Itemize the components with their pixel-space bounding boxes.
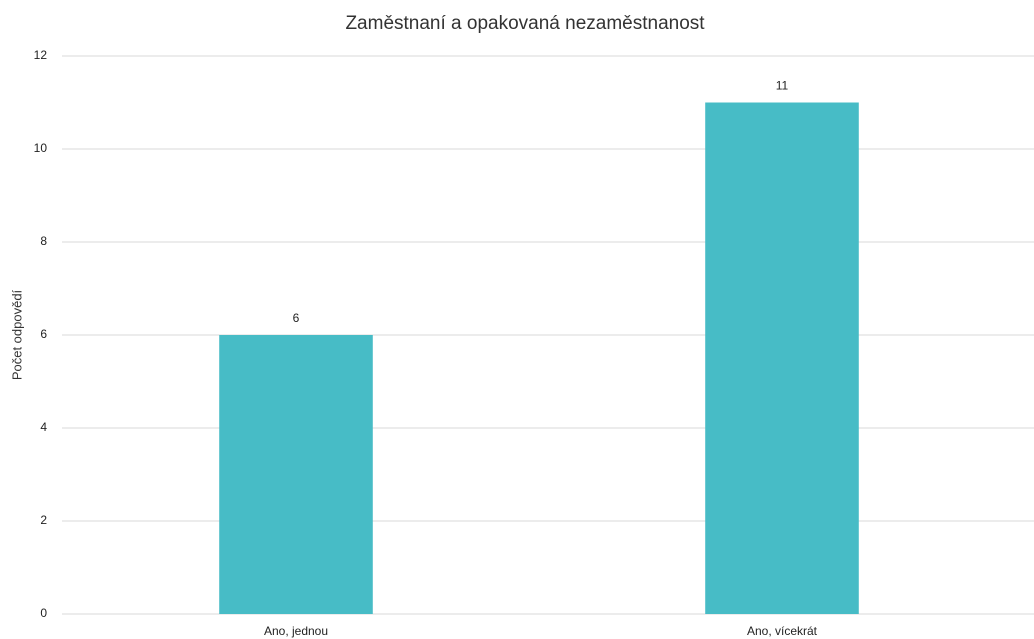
- y-axis-label: Počet odpovědí: [9, 289, 24, 380]
- data-label: 6: [293, 311, 300, 325]
- y-tick-label: 4: [40, 420, 47, 434]
- y-tick-label: 2: [40, 513, 47, 527]
- data-label: 11: [776, 79, 789, 93]
- y-tick-label: 12: [34, 48, 48, 62]
- y-tick-label: 0: [40, 606, 47, 620]
- y-tick-label: 6: [40, 327, 47, 341]
- y-tick-label: 8: [40, 234, 47, 248]
- x-tick-label: Ano, jednou: [264, 624, 328, 638]
- y-tick-label: 10: [34, 141, 48, 155]
- bar: [705, 102, 859, 614]
- bar: [219, 335, 373, 614]
- x-tick-label: Ano, vícekrát: [747, 624, 818, 638]
- chart-title: Zaměstnaní a opakovaná nezaměstnanost: [345, 13, 705, 34]
